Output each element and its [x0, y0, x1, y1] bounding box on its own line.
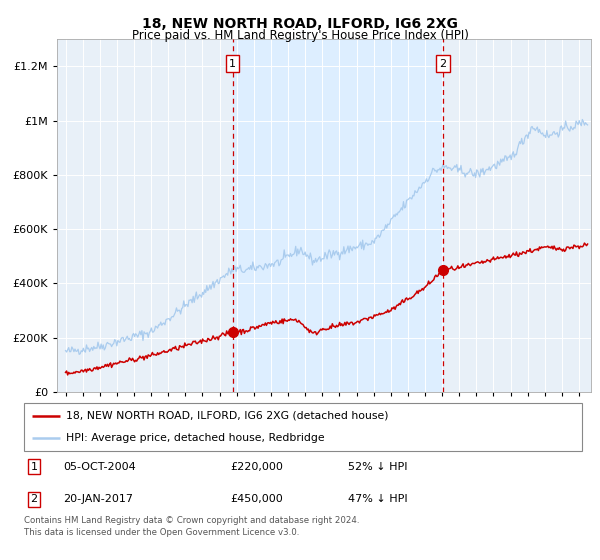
Text: 2: 2	[31, 494, 38, 505]
Text: 2: 2	[440, 59, 446, 69]
Text: Price paid vs. HM Land Registry's House Price Index (HPI): Price paid vs. HM Land Registry's House …	[131, 29, 469, 42]
Bar	[233, 39, 443, 392]
Text: HPI: Average price, detached house, Redbridge: HPI: Average price, detached house, Redb…	[66, 433, 325, 444]
Text: 47% ↓ HPI: 47% ↓ HPI	[347, 494, 407, 505]
Text: 1: 1	[229, 59, 236, 69]
Text: 1: 1	[31, 461, 38, 472]
Text: £220,000: £220,000	[230, 461, 283, 472]
Text: 05-OCT-2004: 05-OCT-2004	[63, 461, 136, 472]
Text: 20-JAN-2017: 20-JAN-2017	[63, 494, 133, 505]
Text: 18, NEW NORTH ROAD, ILFORD, IG6 2XG (detached house): 18, NEW NORTH ROAD, ILFORD, IG6 2XG (det…	[66, 410, 388, 421]
Text: 52% ↓ HPI: 52% ↓ HPI	[347, 461, 407, 472]
Text: £450,000: £450,000	[230, 494, 283, 505]
FancyBboxPatch shape	[24, 403, 582, 451]
Text: Contains HM Land Registry data © Crown copyright and database right 2024.
This d: Contains HM Land Registry data © Crown c…	[24, 516, 359, 537]
Text: 18, NEW NORTH ROAD, ILFORD, IG6 2XG: 18, NEW NORTH ROAD, ILFORD, IG6 2XG	[142, 17, 458, 31]
